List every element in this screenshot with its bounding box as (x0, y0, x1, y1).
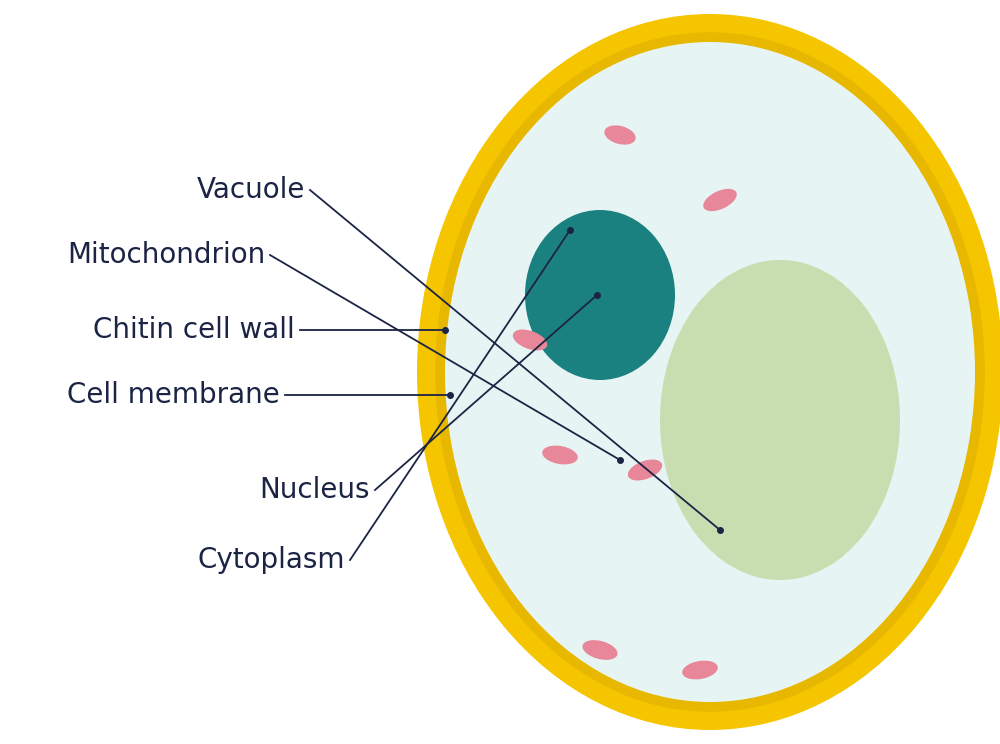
Ellipse shape (703, 189, 737, 211)
Ellipse shape (435, 32, 985, 712)
Text: Nucleus: Nucleus (260, 476, 370, 504)
Ellipse shape (417, 14, 1000, 730)
Ellipse shape (525, 210, 675, 380)
Text: Vacuole: Vacuole (197, 176, 305, 204)
Text: Chitin cell wall: Chitin cell wall (93, 316, 295, 344)
Ellipse shape (604, 126, 636, 144)
Ellipse shape (628, 460, 662, 481)
Ellipse shape (660, 260, 900, 580)
Text: Cell membrane: Cell membrane (67, 381, 280, 409)
Text: Mitochondrion: Mitochondrion (67, 241, 265, 269)
Ellipse shape (682, 661, 718, 679)
Ellipse shape (582, 640, 618, 660)
Ellipse shape (445, 42, 975, 702)
Ellipse shape (542, 446, 578, 464)
Ellipse shape (513, 330, 547, 350)
Text: Cytoplasm: Cytoplasm (198, 546, 345, 574)
